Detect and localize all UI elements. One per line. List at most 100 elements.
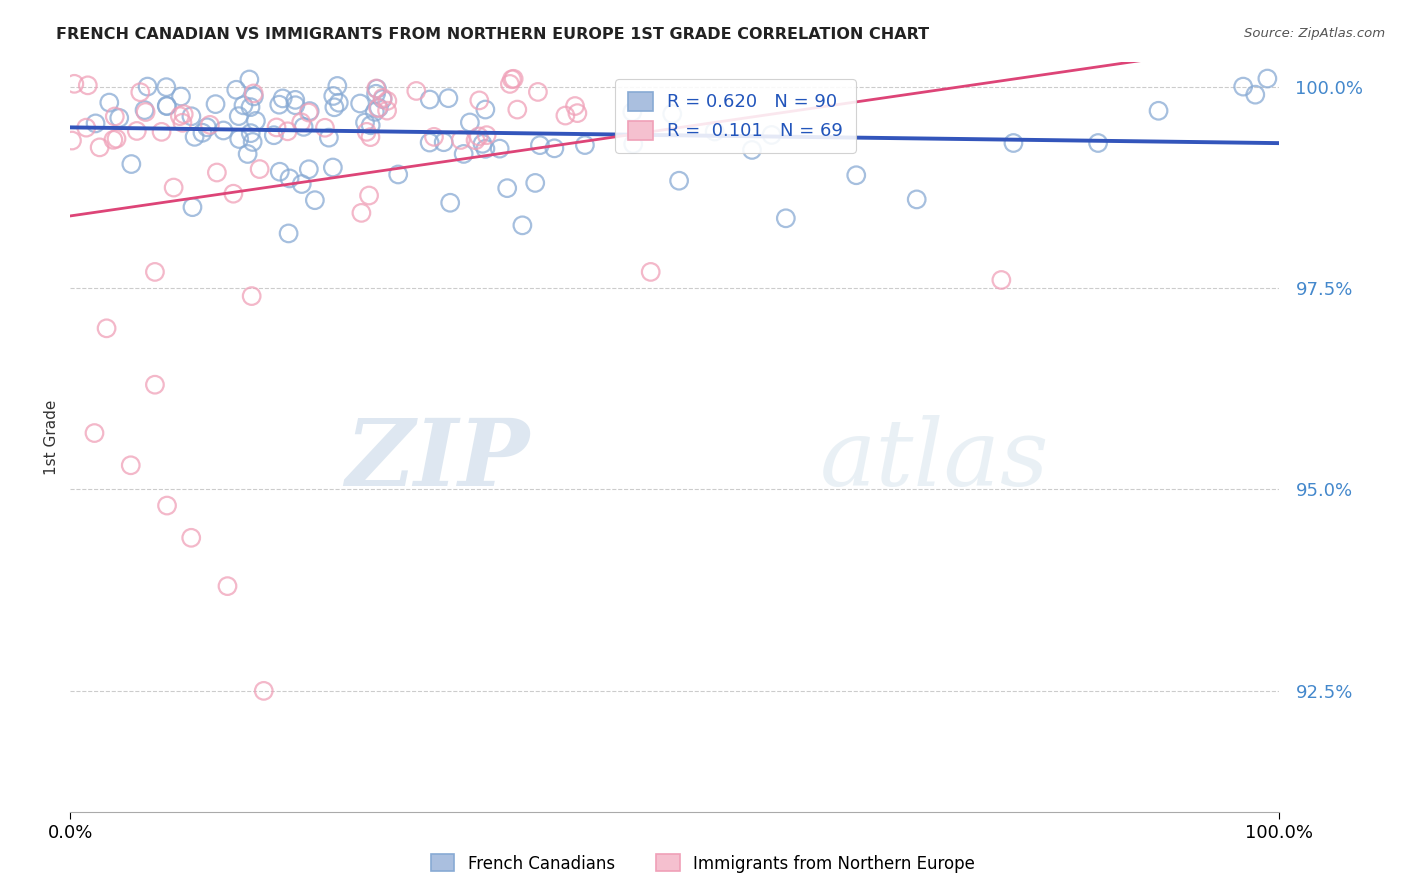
Point: [75, 120, 97, 135]
Point: [239, 100, 262, 114]
Point: [474, 142, 496, 156]
Point: [212, 123, 235, 137]
Point: [567, 106, 589, 120]
Point: [269, 165, 291, 179]
Point: [228, 132, 250, 146]
Point: [1147, 103, 1170, 118]
Point: [524, 176, 547, 190]
Point: [173, 107, 195, 121]
Text: atlas: atlas: [820, 415, 1049, 505]
Point: [195, 120, 218, 135]
Point: [60, 134, 83, 148]
Point: [621, 136, 644, 151]
Point: [239, 126, 262, 140]
Point: [120, 157, 142, 171]
Point: [990, 273, 1012, 287]
Point: [217, 579, 239, 593]
Point: [1232, 79, 1254, 94]
Point: [136, 79, 159, 94]
Point: [1087, 136, 1109, 150]
Point: [292, 120, 315, 134]
Point: [172, 116, 194, 130]
Point: [356, 125, 378, 139]
Point: [450, 133, 472, 147]
Point: [98, 95, 121, 110]
Point: [83, 425, 105, 440]
Y-axis label: 1st Grade: 1st Grade: [44, 400, 59, 475]
Legend: French Canadians, Immigrants from Northern Europe: French Canadians, Immigrants from Northe…: [425, 847, 981, 880]
Point: [496, 181, 519, 195]
Point: [512, 219, 534, 233]
Point: [439, 195, 461, 210]
Point: [135, 105, 157, 120]
Point: [180, 109, 202, 123]
Text: FRENCH CANADIAN VS IMMIGRANTS FROM NORTHERN EUROPE 1ST GRADE CORRELATION CHART: FRENCH CANADIAN VS IMMIGRANTS FROM NORTH…: [56, 27, 929, 42]
Point: [105, 131, 128, 145]
Point: [156, 499, 179, 513]
Point: [228, 109, 250, 123]
Point: [108, 111, 131, 125]
Point: [502, 71, 524, 86]
Point: [278, 171, 301, 186]
Point: [367, 101, 389, 115]
Point: [322, 161, 344, 175]
Text: Source: ZipAtlas.com: Source: ZipAtlas.com: [1244, 27, 1385, 40]
Text: ZIP: ZIP: [346, 415, 530, 505]
Point: [527, 85, 550, 99]
Point: [668, 174, 690, 188]
Point: [419, 136, 441, 150]
Point: [474, 103, 496, 117]
Point: [364, 104, 387, 119]
Point: [125, 124, 148, 138]
Point: [156, 99, 179, 113]
Point: [1256, 71, 1278, 86]
Point: [181, 200, 204, 214]
Point: [471, 136, 494, 151]
Point: [103, 133, 125, 147]
Point: [437, 91, 460, 105]
Point: [277, 124, 299, 138]
Point: [76, 78, 98, 93]
Point: [419, 93, 441, 107]
Point: [387, 168, 409, 182]
Point: [464, 133, 486, 147]
Point: [326, 78, 349, 93]
Point: [357, 188, 380, 202]
Point: [191, 126, 214, 140]
Point: [564, 99, 586, 113]
Point: [468, 129, 491, 144]
Point: [703, 124, 725, 138]
Point: [63, 77, 86, 91]
Point: [318, 130, 340, 145]
Point: [371, 91, 394, 105]
Point: [506, 103, 529, 117]
Point: [1244, 87, 1267, 102]
Point: [291, 177, 314, 191]
Point: [640, 265, 662, 279]
Point: [574, 138, 596, 153]
Point: [243, 89, 266, 103]
Point: [314, 120, 336, 135]
Point: [198, 118, 221, 132]
Point: [238, 72, 260, 87]
Point: [359, 130, 381, 145]
Point: [433, 135, 456, 149]
Point: [543, 141, 565, 155]
Point: [501, 72, 523, 87]
Legend: R = 0.620   N = 90, R =  0.101   N = 69: R = 0.620 N = 90, R = 0.101 N = 69: [614, 79, 856, 153]
Point: [458, 115, 481, 129]
Point: [375, 94, 398, 108]
Point: [905, 193, 928, 207]
Point: [84, 116, 107, 130]
Point: [225, 83, 247, 97]
Point: [364, 87, 387, 101]
Point: [263, 128, 285, 143]
Point: [304, 193, 326, 207]
Point: [240, 289, 263, 303]
Point: [423, 129, 446, 144]
Point: [475, 128, 498, 143]
Point: [155, 80, 177, 95]
Point: [371, 92, 394, 106]
Point: [845, 168, 868, 182]
Point: [104, 110, 127, 124]
